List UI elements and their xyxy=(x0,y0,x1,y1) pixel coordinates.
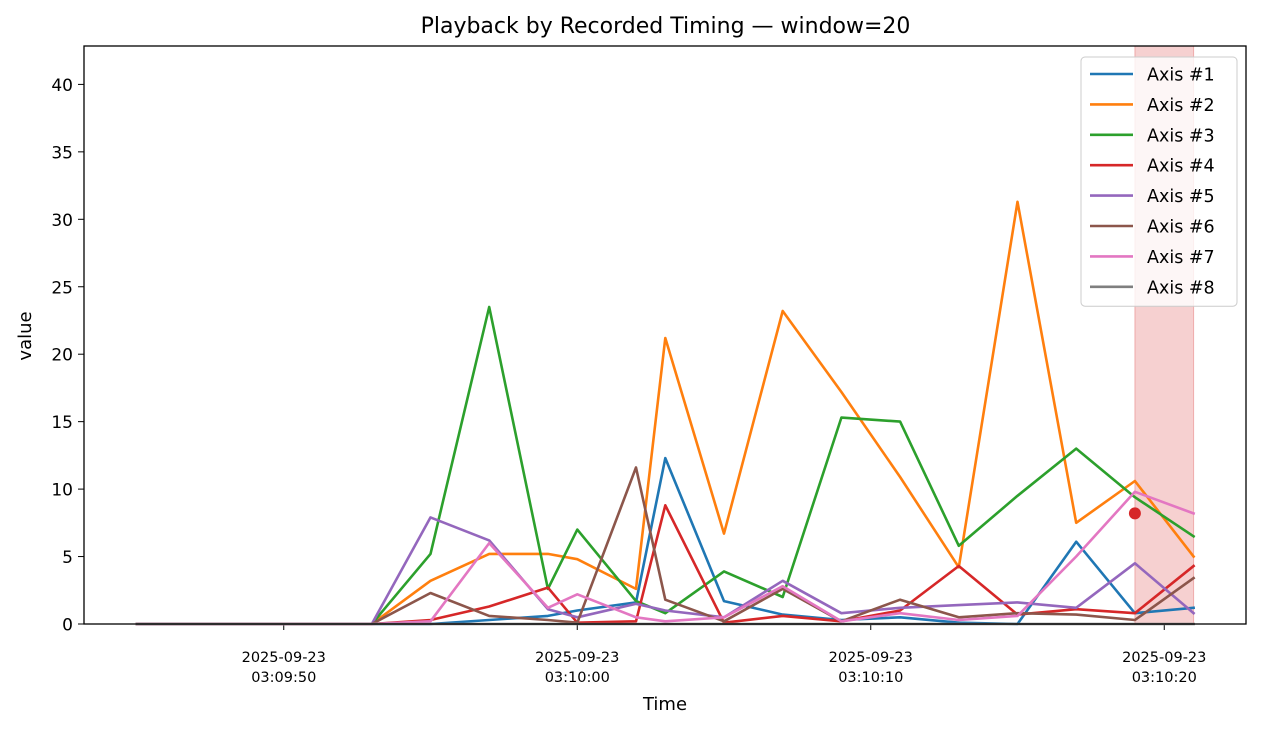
x-tick-label-time: 03:10:00 xyxy=(545,670,610,686)
series-lines xyxy=(135,200,1196,626)
y-tick-label: 35 xyxy=(51,143,73,163)
x-tick-label-time: 03:10:10 xyxy=(838,670,903,686)
x-tick-label-date: 2025-09-23 xyxy=(535,650,619,666)
y-tick-label: 5 xyxy=(62,548,73,568)
legend-label-axis-4: Axis #4 xyxy=(1147,157,1215,177)
x-tick-label-date: 2025-09-23 xyxy=(1122,650,1206,666)
y-tick-label: 10 xyxy=(51,481,73,501)
chart-title: Playback by Recorded Timing — window=20 xyxy=(421,14,911,39)
y-tick-label: 40 xyxy=(51,76,73,96)
series-line-axis-2 xyxy=(135,200,1196,626)
y-tick-label: 0 xyxy=(62,616,73,636)
legend-label-axis-8: Axis #8 xyxy=(1147,278,1215,298)
legend-label-axis-6: Axis #6 xyxy=(1147,218,1215,238)
y-tick-label: 15 xyxy=(51,413,73,433)
series-line-axis-3 xyxy=(135,305,1196,626)
x-tick-label-time: 03:10:20 xyxy=(1132,670,1197,686)
series-line-axis-5 xyxy=(135,516,1196,626)
series-line-axis-4 xyxy=(135,503,1196,626)
plot-frame xyxy=(83,45,1247,625)
legend-label-axis-5: Axis #5 xyxy=(1147,187,1215,207)
y-tick-label: 25 xyxy=(51,278,73,298)
y-tick-label: 20 xyxy=(51,346,73,366)
legend-label-axis-3: Axis #3 xyxy=(1147,126,1215,146)
y-tick-label: 30 xyxy=(51,211,73,231)
x-tick-label-date: 2025-09-23 xyxy=(829,650,913,666)
legend: Axis #1 Axis #2 Axis #3 Axis #4 Axis #5 Axis … xyxy=(1080,56,1238,307)
current-marker-layer xyxy=(1128,507,1141,520)
legend-box xyxy=(1080,56,1238,307)
legend-label-axis-7: Axis #7 xyxy=(1147,248,1215,268)
x-tick-label-date: 2025-09-23 xyxy=(242,650,326,666)
x-axis-label: Time xyxy=(642,694,687,715)
legend-label-axis-2: Axis #2 xyxy=(1147,96,1215,116)
x-tick-label-time: 03:09:50 xyxy=(251,670,316,686)
legend-label-axis-1: Axis #1 xyxy=(1147,66,1215,86)
axes: 0 5 10 15 20 25 30 35 40 2025-09-23 03:09:50 2025-0… xyxy=(51,76,1206,686)
current-marker-dot xyxy=(1128,507,1141,520)
y-axis-label: value xyxy=(15,311,36,360)
